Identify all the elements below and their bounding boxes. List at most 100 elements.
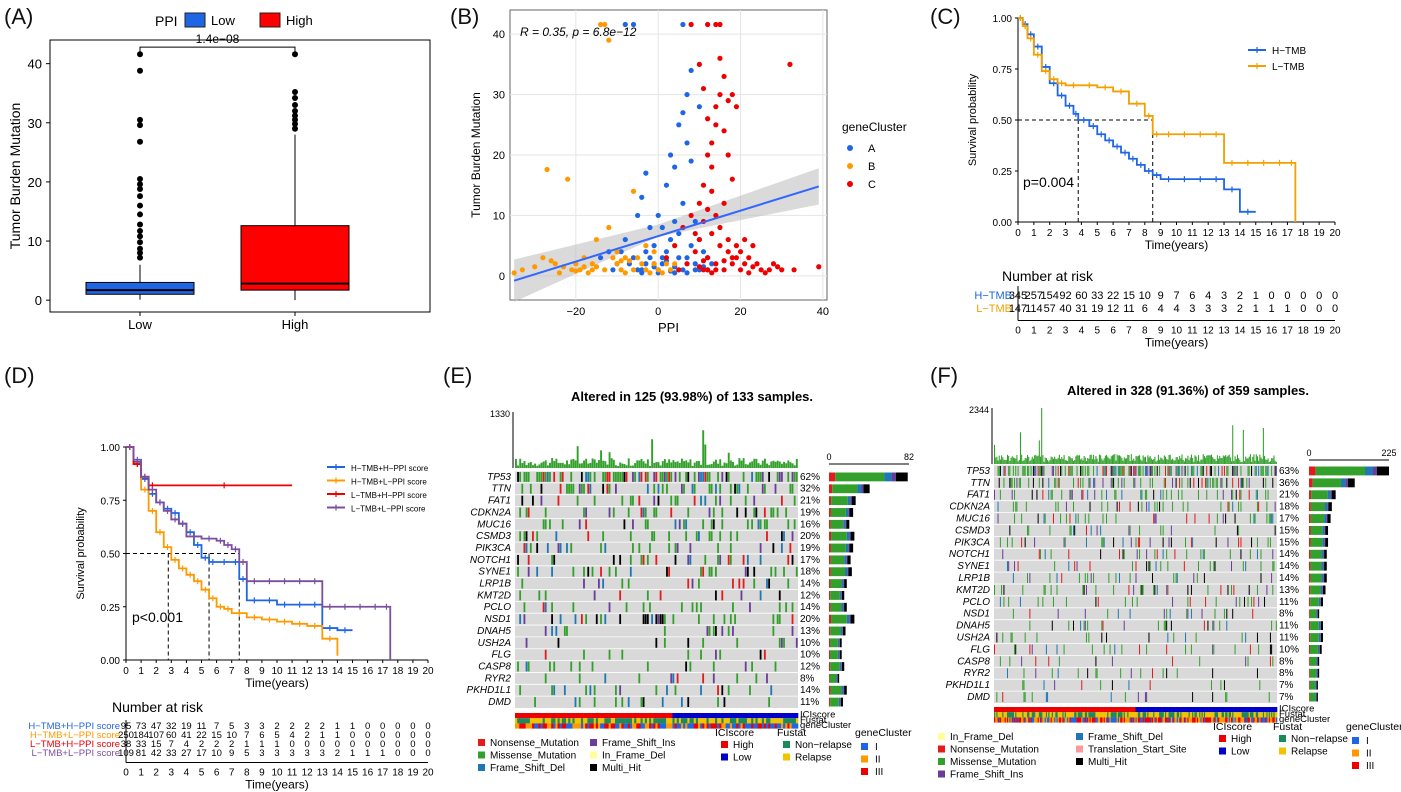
mutation-cell xyxy=(1142,466,1144,476)
mutation-cell xyxy=(1167,585,1169,595)
mutation-cell xyxy=(1018,477,1020,488)
annotation-cell xyxy=(1091,707,1094,713)
mutation-cell xyxy=(1274,525,1276,536)
tmb-bar xyxy=(534,463,537,468)
mutation-cell xyxy=(1111,477,1113,488)
annotation-cell xyxy=(1011,707,1014,713)
annotation-cell xyxy=(702,718,705,724)
annotation-cell xyxy=(1003,717,1005,723)
annotation-cell xyxy=(768,713,771,719)
mutation-cell xyxy=(1085,525,1087,536)
mutation-cell xyxy=(644,614,647,625)
annotation-cell xyxy=(1055,712,1057,718)
mutation-cell xyxy=(700,495,702,506)
variant-legend-key xyxy=(938,733,945,740)
mutation-cell xyxy=(642,602,645,613)
mutation-cell xyxy=(1210,466,1212,476)
annotation-cell xyxy=(1120,717,1122,723)
scatter-point-a xyxy=(676,255,682,261)
scatter-point-a xyxy=(684,255,690,261)
annotation-cell xyxy=(708,723,712,729)
mutation-cell xyxy=(1185,537,1187,548)
mutation-cell xyxy=(655,637,658,648)
mutation-cell xyxy=(655,614,658,625)
panel-label-b: (B) xyxy=(450,4,480,29)
tmb-bar xyxy=(1255,454,1257,464)
scatter-point-b xyxy=(556,270,563,276)
mutation-cell xyxy=(583,578,585,589)
annotation-cell xyxy=(1034,712,1036,718)
mutation-cell xyxy=(1021,656,1023,667)
mutation-cell xyxy=(729,543,732,553)
annotation-cell xyxy=(1170,717,1173,723)
gene-percent: 13% xyxy=(1279,585,1299,596)
annotation-cell xyxy=(1174,712,1176,718)
outlier-point xyxy=(292,94,298,101)
tmb-bar xyxy=(1268,461,1270,464)
tmb-bar xyxy=(1206,455,1208,464)
gene-bar-segment xyxy=(1309,585,1311,595)
scatter-point-c xyxy=(709,188,715,194)
mutation-cell xyxy=(1159,501,1161,512)
mutation-cell xyxy=(1102,466,1104,476)
mutation-cell xyxy=(1129,466,1131,476)
x-tick-label: 10 xyxy=(1171,228,1183,239)
tmb-bar xyxy=(1265,459,1267,464)
tmb-bar xyxy=(1030,459,1032,464)
scatter-point-b xyxy=(643,267,649,273)
annotation-cell xyxy=(695,723,699,729)
tmb-bar xyxy=(566,460,568,468)
annotation-cell xyxy=(1199,717,1201,723)
annotation-cell xyxy=(523,723,526,729)
mutation-cell xyxy=(634,472,636,482)
mutation-cell xyxy=(1271,620,1273,631)
mutation-cell xyxy=(732,602,734,613)
mutation-cell xyxy=(1223,608,1225,619)
annotation-cell xyxy=(1252,717,1254,723)
annotation-cell xyxy=(1163,707,1166,713)
mutation-cell xyxy=(1051,489,1053,500)
mutation-cell xyxy=(655,554,658,565)
mutation-cell xyxy=(1103,466,1105,476)
scatter-point-c xyxy=(742,261,748,267)
mutation-cell xyxy=(757,519,760,530)
mutation-cell xyxy=(1036,632,1038,643)
scatter-point-c xyxy=(721,267,727,273)
mutation-cell xyxy=(742,578,745,589)
annotation-cell xyxy=(1022,717,1024,723)
annotation-cell xyxy=(1036,712,1038,718)
annotation-cell xyxy=(1188,707,1191,713)
mutation-cell xyxy=(1181,477,1183,488)
tmb-bar xyxy=(770,461,773,468)
mutation-cell xyxy=(532,531,534,542)
annotation-cell xyxy=(1025,712,1028,718)
annotation-cell xyxy=(636,713,639,719)
annotation-cell xyxy=(740,713,743,719)
annotation-cell xyxy=(734,713,737,719)
annotation-cell xyxy=(1200,717,1202,723)
annotation-cell xyxy=(1074,707,1076,713)
risk-value: 15 xyxy=(1123,290,1135,302)
annotation-cell xyxy=(646,723,650,729)
mutation-cell xyxy=(727,472,730,482)
tmb-bar xyxy=(597,460,600,468)
tmb-bar xyxy=(1150,458,1152,464)
annotation-cell xyxy=(661,718,665,724)
annotation-cell xyxy=(1231,707,1233,713)
mutation-cell xyxy=(1144,692,1146,702)
mutation-cell xyxy=(1170,525,1172,536)
mutation-cell xyxy=(721,590,724,601)
annotation-cell xyxy=(1081,712,1083,718)
mutation-cell xyxy=(551,602,553,613)
mutation-cell xyxy=(1110,692,1112,702)
annotation-cell xyxy=(1267,707,1270,713)
risk-x-tick-label: 5 xyxy=(1094,326,1100,337)
mutation-cell xyxy=(1212,692,1214,702)
tmb-bar xyxy=(1201,459,1203,464)
tmb-bar xyxy=(1062,458,1064,464)
legend-title: ICIscore xyxy=(715,727,754,739)
annotation-cell xyxy=(1052,712,1055,718)
mutation-cell xyxy=(763,483,766,494)
tmb-bar xyxy=(1011,456,1013,464)
annotation-cell xyxy=(1234,712,1237,718)
